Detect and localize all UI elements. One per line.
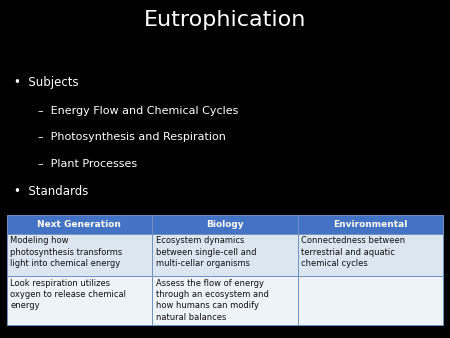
Text: –  Photosynthesis and Respiration: – Photosynthesis and Respiration <box>38 132 226 142</box>
Bar <box>152 276 298 325</box>
Text: –  Plant Processes: – Plant Processes <box>38 159 137 169</box>
Text: Ecosystem dynamics
between single-cell and
multi-cellar organisms: Ecosystem dynamics between single-cell a… <box>156 236 256 268</box>
Text: Environmental: Environmental <box>333 220 408 229</box>
Text: •  Subjects: • Subjects <box>14 76 78 89</box>
Bar <box>7 234 152 276</box>
Text: Assess the flow of energy
through an ecosystem and
how humans can modify
natural: Assess the flow of energy through an eco… <box>156 279 269 322</box>
Text: Connectedness between
terrestrial and aquatic
chemical cycles: Connectedness between terrestrial and aq… <box>302 236 405 268</box>
Bar <box>298 234 443 276</box>
Bar <box>152 215 298 234</box>
Text: Look respiration utilizes
oxygen to release chemical
energy: Look respiration utilizes oxygen to rele… <box>10 279 126 310</box>
Bar <box>7 276 152 325</box>
Text: •  Standards: • Standards <box>14 185 88 198</box>
Bar <box>152 234 298 276</box>
Text: –  Energy Flow and Chemical Cycles: – Energy Flow and Chemical Cycles <box>38 106 238 116</box>
Text: Next Generation: Next Generation <box>37 220 122 229</box>
Text: Eutrophication: Eutrophication <box>144 10 306 30</box>
Bar <box>7 215 152 234</box>
Bar <box>298 276 443 325</box>
Bar <box>298 215 443 234</box>
Text: Modeling how
photosynthesis transforms
light into chemical energy: Modeling how photosynthesis transforms l… <box>10 236 122 268</box>
Text: Biology: Biology <box>206 220 244 229</box>
